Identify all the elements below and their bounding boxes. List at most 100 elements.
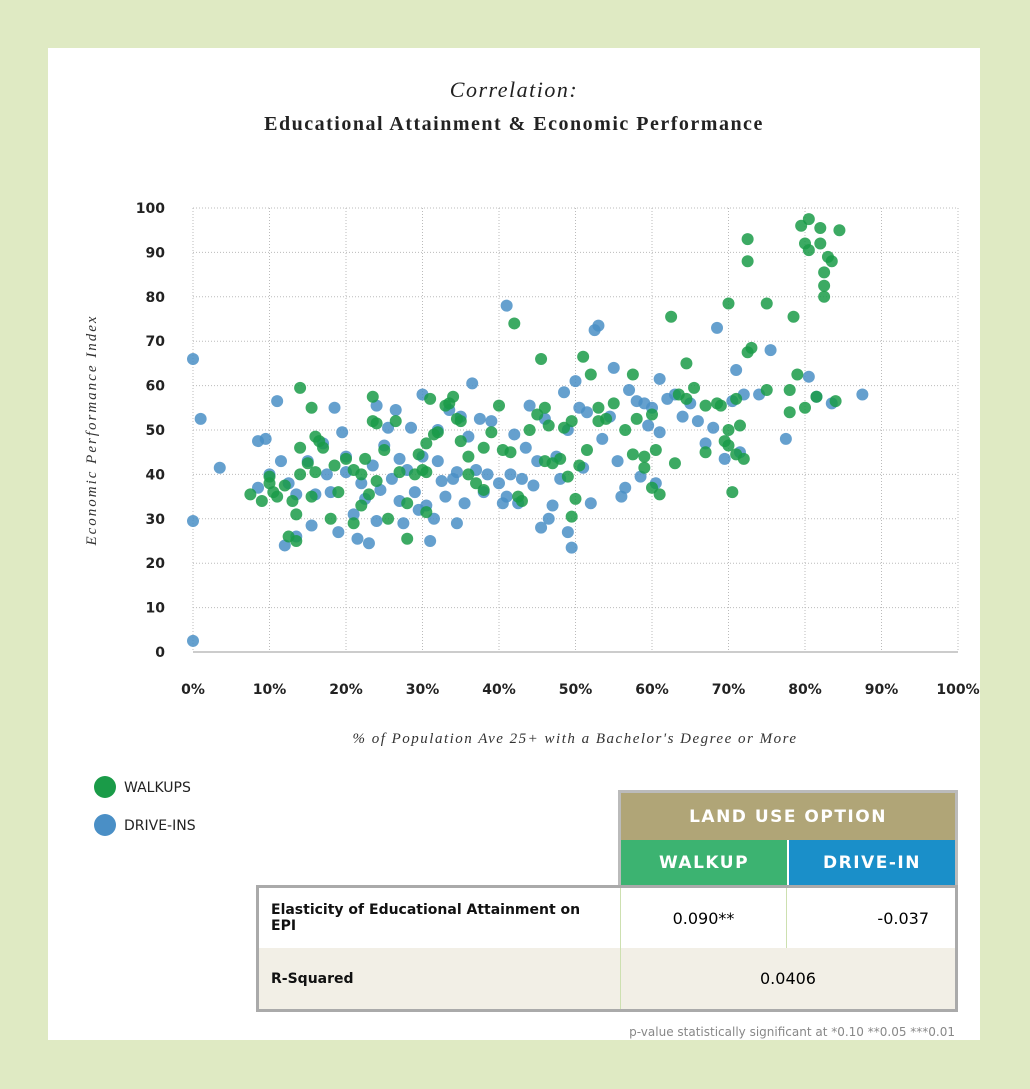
point <box>565 541 578 554</box>
point <box>187 352 199 365</box>
cell-value-text: 0.090** <box>672 908 735 928</box>
point <box>653 488 666 501</box>
point <box>359 452 372 465</box>
point <box>366 390 379 403</box>
point <box>623 384 636 397</box>
point <box>462 450 475 463</box>
point <box>290 508 303 521</box>
point <box>271 490 284 503</box>
point <box>558 386 571 399</box>
point <box>730 392 743 405</box>
point <box>535 352 548 365</box>
point <box>680 357 693 370</box>
y-tick-label: 100 <box>136 201 165 217</box>
point <box>561 526 574 539</box>
row-label: R-Squared <box>259 948 620 1009</box>
cell-value: -0.037 <box>787 888 955 948</box>
cell-value: 0.090** <box>620 888 787 948</box>
point <box>290 535 303 547</box>
point <box>760 297 773 310</box>
point <box>680 392 693 405</box>
y-axis-label: Economic Performance Index <box>84 314 100 546</box>
row-label-text: Elasticity of Educational Attainment on … <box>271 902 581 934</box>
chart-title: Correlation: <box>450 77 578 102</box>
point <box>538 401 551 414</box>
point <box>802 370 815 383</box>
point <box>688 381 701 394</box>
point <box>802 213 815 226</box>
point <box>301 457 314 470</box>
point <box>420 506 433 519</box>
point <box>722 439 735 452</box>
legend-swatch <box>94 814 116 836</box>
point <box>187 634 199 647</box>
point <box>596 432 609 445</box>
point <box>626 368 639 381</box>
point <box>737 452 750 465</box>
point <box>187 515 199 528</box>
point <box>592 319 605 332</box>
x-tick-label: 40% <box>482 682 516 698</box>
point <box>485 426 498 439</box>
point <box>523 399 536 412</box>
point <box>573 459 586 472</box>
point <box>833 224 846 237</box>
point <box>194 412 207 425</box>
point <box>389 404 402 417</box>
point <box>466 377 479 390</box>
point <box>810 390 823 403</box>
point <box>424 535 437 547</box>
x-tick-label: 70% <box>712 682 746 698</box>
point <box>638 461 651 474</box>
point <box>722 297 735 310</box>
point <box>347 508 360 521</box>
point <box>565 510 578 523</box>
point <box>745 341 758 354</box>
point <box>584 497 597 510</box>
point <box>393 452 406 465</box>
point <box>577 350 590 363</box>
point <box>741 255 754 268</box>
point <box>691 415 704 428</box>
point <box>424 392 437 405</box>
column-header: WALKUP <box>621 840 787 885</box>
y-tick-label: 40 <box>146 467 166 483</box>
point <box>378 443 391 456</box>
point <box>730 364 743 377</box>
point <box>317 441 330 454</box>
point <box>504 468 517 481</box>
y-tick-label: 50 <box>146 423 166 439</box>
point <box>485 415 498 428</box>
point <box>332 526 345 539</box>
point <box>508 428 521 441</box>
cell-value-text: 0.0406 <box>760 969 816 988</box>
point <box>500 490 513 503</box>
point <box>653 426 666 439</box>
point <box>351 532 364 545</box>
point <box>818 290 831 303</box>
point <box>580 443 593 456</box>
point <box>535 521 548 534</box>
point <box>370 515 383 528</box>
point <box>825 255 838 268</box>
legend-swatch <box>94 776 116 798</box>
point <box>791 368 804 381</box>
point <box>630 412 643 425</box>
x-axis-label: % of Population Ave 25+ with a Bachelor'… <box>352 731 797 747</box>
point <box>542 419 555 432</box>
point <box>412 448 425 461</box>
x-tick-label: 20% <box>329 682 363 698</box>
point <box>294 441 307 454</box>
point <box>554 452 567 465</box>
point <box>328 459 341 472</box>
point <box>580 406 593 419</box>
point <box>435 475 448 488</box>
point <box>454 415 467 428</box>
y-tick-label: 30 <box>146 512 166 528</box>
point <box>294 381 307 394</box>
point <box>515 495 528 508</box>
point <box>401 532 414 545</box>
point <box>814 237 827 250</box>
y-tick-label: 20 <box>146 556 166 572</box>
point <box>355 477 368 490</box>
